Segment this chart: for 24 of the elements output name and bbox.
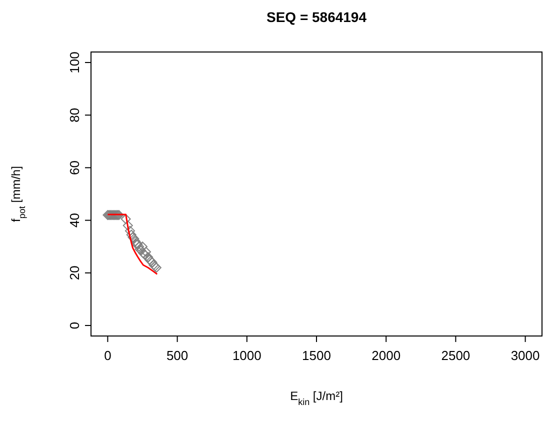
x-tick-label: 1000 [232,348,262,363]
point [124,226,135,236]
y-tick-label: 0 [67,322,82,330]
point [122,220,133,231]
point [130,236,141,246]
point [120,214,131,224]
x-tick-label: 2500 [441,348,470,363]
chart-title: SEQ = 5864194 [266,9,367,25]
point [138,242,148,252]
y-tick-label: 80 [67,108,82,122]
x-tick-label: 0 [104,348,112,363]
point [134,242,144,252]
y-tick-label: 40 [67,213,82,228]
y-tick-label: 100 [67,52,82,74]
x-axis-title: E$_{kin}$ [J/m²] [290,389,343,407]
y-tick-label: 60 [67,160,82,175]
point [140,246,151,257]
x-tick-label: 3000 [510,348,540,363]
point [126,230,136,240]
x-tick-label: 500 [166,348,188,363]
x-tick-label: 1500 [302,348,331,363]
y-tick-label: 20 [67,266,82,280]
x-tick-label: 2000 [372,348,401,363]
point [143,252,154,262]
